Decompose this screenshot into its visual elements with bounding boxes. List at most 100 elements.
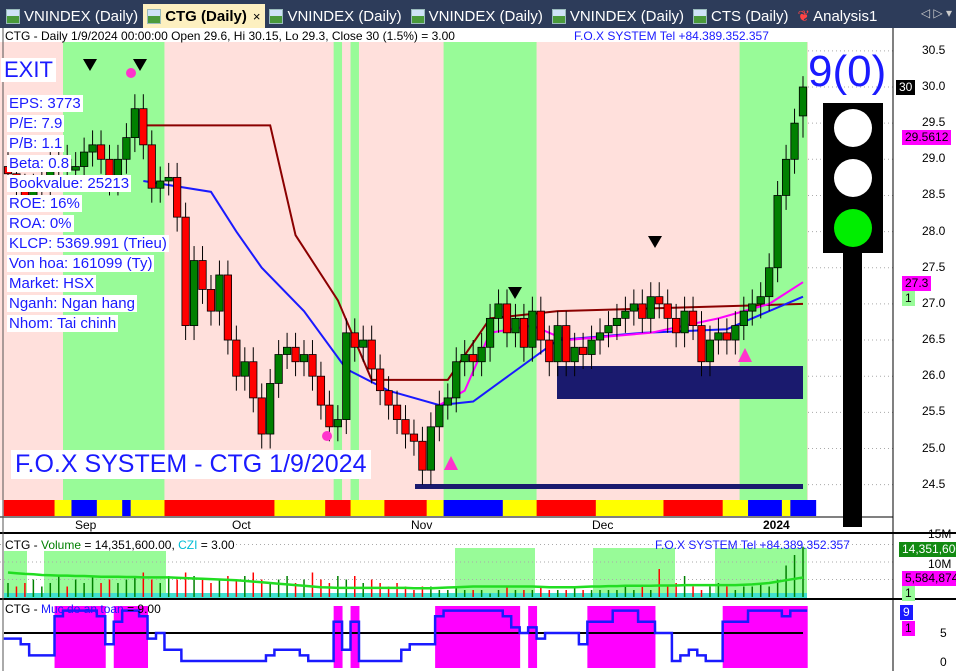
- strip-cell: [646, 500, 656, 516]
- safety-title: CTG - Muc do an toan = 9.00: [5, 602, 161, 616]
- safe-zone: [528, 606, 538, 668]
- tab-analysis1[interactable]: ❦ Analysis1: [797, 7, 878, 26]
- candle-down: [308, 354, 317, 377]
- candle-down: [376, 368, 385, 392]
- safe-zone: [502, 606, 512, 668]
- tab-scroll-arrows[interactable]: ◁ ▷ ▾: [920, 6, 952, 20]
- fundamental-item: Market: HSX: [7, 275, 97, 292]
- candle-up: [333, 419, 342, 428]
- safe-zone: [638, 606, 648, 668]
- strip-cell: [663, 500, 673, 516]
- strip-cell: [63, 500, 72, 516]
- safe-zone: [477, 606, 487, 668]
- candle-down: [409, 433, 419, 442]
- candle-up: [705, 339, 715, 363]
- candle-down: [181, 216, 190, 326]
- buy-triangle-icon: [738, 348, 752, 362]
- candle-down: [96, 144, 106, 160]
- strip-cell: [79, 500, 89, 516]
- volume-bull-zone: [593, 548, 675, 598]
- last-price-tag: 30: [896, 80, 916, 95]
- safe-zone: [485, 606, 495, 668]
- tab-vnindex-1[interactable]: VNINDEX (Daily): [2, 4, 143, 28]
- safe-zone: [764, 606, 774, 668]
- strip-cell: [215, 500, 225, 516]
- strip-cell: [570, 500, 580, 516]
- safety-line: [3, 609, 808, 663]
- ma-fast-tag: 29.5612: [902, 130, 952, 145]
- candle-down: [663, 303, 672, 319]
- strip-cell: [3, 500, 13, 516]
- safe-zone: [435, 606, 445, 668]
- strip-cell: [731, 500, 741, 516]
- month-label: Sep: [75, 518, 97, 532]
- strip-cell: [223, 500, 233, 516]
- strip-cell: [655, 500, 664, 516]
- candle-up: [435, 404, 444, 428]
- candle-up: [714, 332, 723, 341]
- bull-zone: [333, 42, 343, 500]
- tab-cts[interactable]: CTS (Daily): [689, 4, 794, 28]
- candle-down: [232, 339, 241, 377]
- strip-cell: [536, 500, 546, 516]
- strip-cell: [807, 500, 817, 516]
- candle-up: [604, 325, 613, 334]
- strip-cell: [485, 500, 495, 516]
- strip-cell: [612, 500, 622, 516]
- buy-triangle-icon: [444, 456, 458, 470]
- bull-zone: [350, 42, 359, 500]
- strip-cell: [29, 500, 39, 516]
- strip-cell: [240, 500, 250, 516]
- strip-cell: [12, 500, 22, 516]
- strip-cell: [494, 500, 504, 516]
- tab-vnindex-2[interactable]: VNINDEX (Daily): [265, 4, 406, 28]
- strip-cell: [477, 500, 487, 516]
- fundamental-item: Nhom: Tai chinh: [7, 315, 119, 332]
- safe-zone: [781, 606, 791, 668]
- strip-cell: [249, 500, 258, 516]
- safe-zone: [468, 606, 478, 668]
- safe-zone: [460, 606, 470, 668]
- tab-vnindex-3[interactable]: VNINDEX (Daily): [407, 4, 548, 28]
- volume-bull-zone: [44, 548, 166, 598]
- candle-down: [367, 339, 376, 370]
- sell-triangle-icon: [83, 59, 97, 71]
- strip-cell: [502, 500, 512, 516]
- close-icon[interactable]: ×: [252, 8, 261, 24]
- strip-cell: [181, 500, 191, 516]
- strip-cell: [798, 500, 808, 516]
- candle-down: [579, 346, 588, 355]
- strip-cell: [511, 500, 521, 516]
- signal-markers: [83, 59, 752, 470]
- fundamental-item: Bookvalue: 25213: [7, 175, 132, 192]
- candle-down: [198, 260, 207, 290]
- candle-down: [655, 296, 664, 305]
- tab-ctg[interactable]: CTG (Daily) ×: [143, 4, 266, 28]
- candle-down: [536, 310, 545, 341]
- safe-zone: [739, 606, 749, 668]
- safe-zone: [629, 606, 639, 668]
- candle-up: [748, 303, 757, 312]
- strip-cell: [54, 500, 64, 516]
- exit-dot-icon: [322, 431, 332, 441]
- candle-down: [384, 390, 393, 406]
- strip-cell: [37, 500, 47, 516]
- traffic-light: [823, 103, 883, 527]
- tab-vnindex-4[interactable]: VNINDEX (Daily): [548, 4, 689, 28]
- strip-cell: [629, 500, 639, 516]
- strip-cell: [274, 500, 284, 516]
- candle-up: [773, 195, 782, 269]
- candle-down: [502, 303, 512, 334]
- strip-cell: [392, 500, 402, 516]
- signal-label: EXIT: [1, 58, 56, 82]
- candle-up: [460, 354, 469, 363]
- strip-cell: [409, 500, 419, 516]
- safety-value-tag: 9: [900, 605, 913, 620]
- fundamental-item: Nganh: Ngan hang: [7, 295, 137, 312]
- candle-down: [291, 346, 300, 363]
- candle-down: [688, 310, 698, 326]
- ma-slow-tag: 27.3: [902, 276, 932, 291]
- strip-cell: [375, 500, 385, 516]
- strip-cell: [164, 500, 174, 516]
